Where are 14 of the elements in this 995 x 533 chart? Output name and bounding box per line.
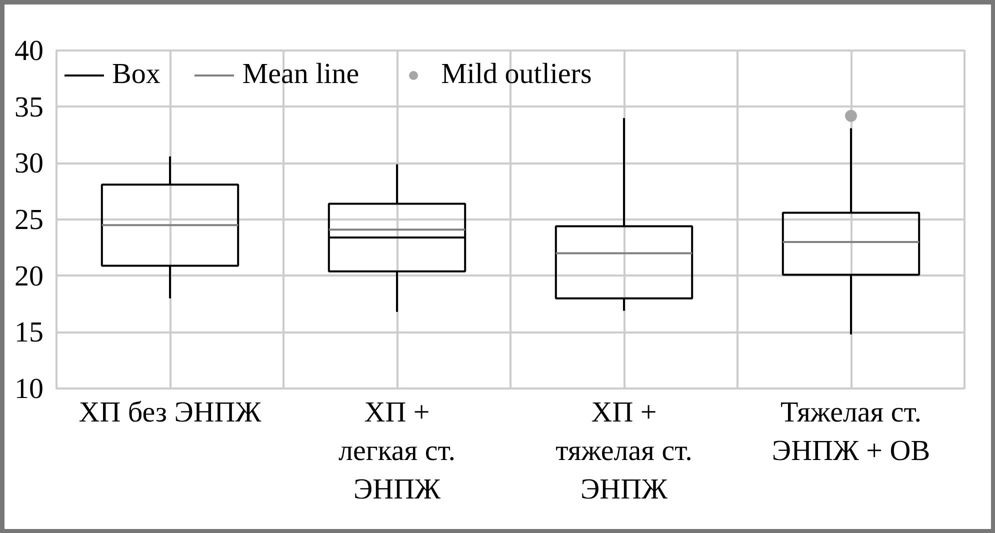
- y-tick-label: 15: [14, 316, 44, 349]
- x-tick-label: ХП + легкая ст. ЭНПЖ: [338, 396, 456, 506]
- y-tick-label: 20: [14, 260, 44, 292]
- y-tick-label: 35: [14, 91, 44, 124]
- legend-label: Mild outliers: [441, 58, 592, 91]
- x-tick-label: Тяжелая ст. ЭНПЖ + ОВ: [772, 396, 930, 467]
- y-tick-label: 10: [14, 373, 44, 405]
- legend-label: Box: [112, 58, 160, 91]
- x-tick-label: ХП без ЭНПЖ: [78, 396, 262, 428]
- y-tick-label: 30: [14, 148, 44, 180]
- x-tick-label: ХП + тяжелая ст. ЭНПЖ: [556, 396, 692, 506]
- y-tick-label: 40: [14, 35, 44, 67]
- y-tick-label: 25: [14, 204, 44, 236]
- legend-label: Mean line: [242, 58, 360, 91]
